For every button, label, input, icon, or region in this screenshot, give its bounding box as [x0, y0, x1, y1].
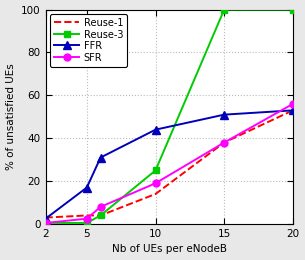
SFR: [85, 217, 89, 220]
Reuse-3: [222, 8, 226, 11]
Line: Reuse-1: Reuse-1: [45, 110, 293, 218]
Reuse-1: [222, 141, 226, 144]
SFR: [44, 222, 47, 225]
Reuse-3: [44, 222, 47, 225]
Reuse-1: [85, 214, 89, 217]
Reuse-1: [99, 214, 102, 217]
FFR: [99, 156, 102, 159]
Reuse-1: [44, 216, 47, 219]
FFR: [222, 113, 226, 116]
FFR: [85, 186, 89, 189]
SFR: [222, 141, 226, 144]
Legend: Reuse-1, Reuse-3, FFR, SFR: Reuse-1, Reuse-3, FFR, SFR: [50, 14, 127, 67]
SFR: [99, 205, 102, 209]
FFR: [291, 109, 295, 112]
Reuse-3: [291, 8, 295, 11]
FFR: [44, 217, 47, 220]
Reuse-3: [85, 222, 89, 225]
FFR: [154, 128, 157, 131]
SFR: [154, 182, 157, 185]
Line: Reuse-3: Reuse-3: [42, 6, 296, 226]
Reuse-1: [154, 192, 157, 196]
Reuse-3: [154, 169, 157, 172]
Reuse-3: [99, 214, 102, 217]
Line: FFR: FFR: [41, 106, 297, 223]
Line: SFR: SFR: [42, 100, 296, 226]
Reuse-1: [291, 109, 295, 112]
Y-axis label: % of unsatisfied UEs: % of unsatisfied UEs: [5, 63, 16, 170]
SFR: [291, 102, 295, 106]
X-axis label: Nb of UEs per eNodeB: Nb of UEs per eNodeB: [112, 244, 227, 255]
